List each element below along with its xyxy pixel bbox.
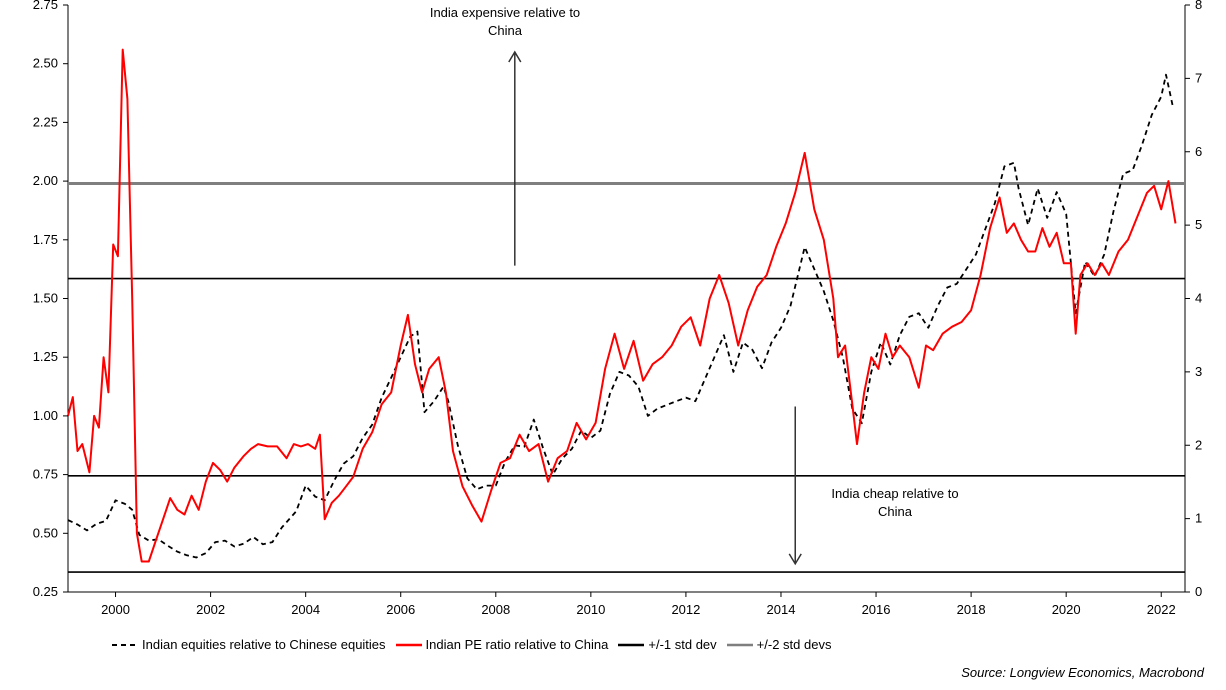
- y-left-tick-label: 0.25: [33, 584, 58, 599]
- annotations: India expensive relative to China India ch…: [430, 5, 959, 566]
- x-tick-label: 2002: [196, 602, 225, 617]
- y-right-tick-label: 0: [1195, 584, 1202, 599]
- legend-item: Indian PE ratio relative to China: [395, 637, 609, 652]
- legend-swatch: [395, 643, 422, 646]
- y-left-tick-label: 1.00: [33, 408, 58, 423]
- annotation-expensive-line1: India expensive relative to: [430, 5, 580, 20]
- y-left-tick-label: 0.50: [33, 525, 58, 540]
- x-tick-label: 2006: [386, 602, 415, 617]
- legend-label: +/-2 std devs: [756, 637, 832, 652]
- legend-label: +/-1 std dev: [648, 637, 717, 652]
- legend: Indian equities relative to Chinese equi…: [112, 637, 841, 652]
- legend-item: +/-1 std dev: [618, 637, 717, 652]
- x-tick-label: 2012: [671, 602, 700, 617]
- x-tick-label: 2000: [101, 602, 130, 617]
- x-tick-label: 2020: [1052, 602, 1081, 617]
- y-right-tick-label: 8: [1195, 0, 1202, 12]
- arrow-down-icon: [788, 553, 802, 566]
- arrow-up-icon: [508, 50, 522, 63]
- y-left-tick-label: 2.25: [33, 114, 58, 129]
- y-right-tick-label: 6: [1195, 144, 1202, 159]
- source-note: Source: Longview Economics, Macrobond: [961, 665, 1204, 680]
- y-right-tick-label: 7: [1195, 70, 1202, 85]
- y-right-tick-label: 1: [1195, 511, 1202, 526]
- series-pe-ratio-line: [67, 48, 1177, 563]
- y-left-tick-label: 1.50: [33, 291, 58, 306]
- y-axis-right: 0 1 2 3 4 5 6 7 8: [1185, 0, 1202, 599]
- x-tick-label: 2016: [862, 602, 891, 617]
- x-tick-label: 2018: [957, 602, 986, 617]
- y-left-tick-label: 1.25: [33, 349, 58, 364]
- y-left-tick-label: 2.50: [33, 56, 58, 71]
- y-left-tick-label: 2.75: [33, 0, 58, 12]
- x-axis: 2000 2002 2004 2006 2008 2010 2012 2014 2016 2018…: [101, 592, 1176, 617]
- y-left-tick-label: 1.75: [33, 232, 58, 247]
- legend-label: Indian PE ratio relative to China: [425, 637, 609, 652]
- y-left-tick-label: 2.00: [33, 173, 58, 188]
- y-right-tick-label: 3: [1195, 364, 1202, 379]
- y-right-tick-label: 2: [1195, 437, 1202, 452]
- y-right-tick-label: 4: [1195, 291, 1202, 306]
- annotation-cheap-line2: China: [878, 504, 913, 519]
- legend-swatch: [726, 643, 753, 646]
- annotation-expensive-line2: China: [488, 23, 523, 38]
- y-left-tick-label: 0.75: [33, 467, 58, 482]
- legend-item: +/-2 std devs: [726, 637, 832, 652]
- reference-lines: [68, 181, 1185, 573]
- legend-swatch: [112, 643, 138, 646]
- x-tick-label: 2014: [767, 602, 796, 617]
- y-axis-left: 0.25 0.50 0.75 1.00 1.25 1.50 1.75 2.00 2.25 2.50…: [33, 0, 68, 599]
- x-tick-label: 2008: [481, 602, 510, 617]
- plot-frame: [67, 5, 1186, 593]
- series-equities-line: [67, 73, 1174, 559]
- annotation-cheap-line1: India cheap relative to: [831, 486, 958, 501]
- x-tick-label: 2022: [1147, 602, 1176, 617]
- series-layer: [67, 48, 1177, 563]
- y-right-tick-label: 5: [1195, 217, 1202, 232]
- x-tick-label: 2010: [576, 602, 605, 617]
- x-tick-label: 2004: [291, 602, 320, 617]
- legend-label: Indian equities relative to Chinese equi…: [142, 637, 386, 652]
- legend-swatch: [618, 643, 645, 646]
- legend-item: Indian equities relative to Chinese equi…: [112, 637, 386, 652]
